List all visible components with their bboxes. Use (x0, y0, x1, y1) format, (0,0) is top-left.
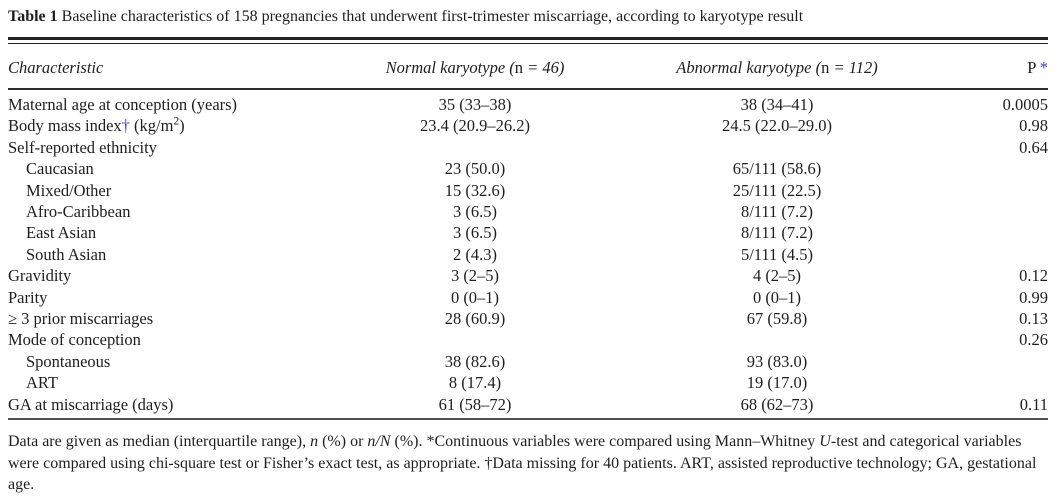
row-label: Parity (8, 287, 48, 307)
p-value: 0.98 (1019, 116, 1048, 136)
table-row: East Asian 3 (6.5) 8/111 (7.2) (8, 222, 1048, 243)
abnormal-karyotype-value (612, 137, 942, 158)
p-value (942, 180, 1048, 201)
row-label: South Asian (26, 244, 107, 264)
row-label: Mixed/Other (26, 180, 112, 200)
p-value (942, 351, 1048, 372)
normal-karyotype-value: 61 (58–72) (438, 394, 512, 414)
table-title: Table 1 Baseline characteristics of 158 … (8, 8, 804, 25)
table-row: Spontaneous 38 (82.6) 93 (83.0) (8, 351, 1048, 372)
table-row: Mixed/Other 15 (32.6) 25/111 (22.5) (8, 180, 1048, 201)
row-label: Gravidity (8, 266, 72, 286)
abnormal-karyotype-value: 0 (0–1) (752, 287, 802, 307)
p-value: 0.64 (1019, 137, 1048, 157)
normal-karyotype-value (338, 329, 612, 350)
normal-karyotype-value: 23.4 (20.9–26.2) (420, 116, 530, 136)
top-double-rule (8, 37, 1048, 44)
column-header-characteristic: Characteristic (8, 58, 104, 77)
table-row: Gravidity 3 (2–5) 4 (2–5) 0.12 (8, 265, 1048, 286)
p-value (942, 244, 1048, 265)
normal-karyotype-value: 2 (4.3) (453, 244, 497, 264)
normal-karyotype-value: 38 (82.6) (444, 351, 506, 371)
table-row: Afro-Caribbean 3 (6.5) 8/111 (7.2) (8, 201, 1048, 222)
abnormal-karyotype-value: 68 (62–73) (740, 394, 814, 414)
table-row: South Asian 2 (4.3) 5/111 (4.5) (8, 244, 1048, 265)
row-label: Afro-Caribbean (26, 202, 131, 222)
table-row: Parity 0 (0–1) 0 (0–1) 0.99 (8, 287, 1048, 308)
p-value: 0.12 (1019, 266, 1048, 286)
header-rule (8, 88, 1048, 90)
abnormal-karyotype-value: 19 (17.0) (746, 373, 808, 393)
abnormal-karyotype-value: 4 (2–5) (752, 266, 802, 286)
abnormal-karyotype-value: 24.5 (22.0–29.0) (722, 116, 832, 136)
p-value: 0.99 (1019, 287, 1048, 307)
table-header-row: Characteristic Normal karyotype (n = 46)… (8, 44, 1048, 88)
table-row: Mode of conception 0.26 (8, 329, 1048, 350)
row-label: ≥ 3 prior miscarriages (8, 309, 154, 329)
p-value: 0.0005 (1002, 95, 1048, 114)
row-label: Mode of conception (8, 330, 141, 350)
p-value (942, 222, 1048, 243)
column-header-normal-karyotype: Normal karyotype (n = 46) (385, 58, 565, 77)
abnormal-karyotype-value: 65/111 (58.6) (732, 159, 822, 179)
normal-karyotype-value: 0 (0–1) (450, 287, 500, 307)
normal-karyotype-value: 28 (60.9) (444, 309, 506, 329)
row-label: Body mass index† (kg/m2) (8, 115, 185, 136)
column-header-p-value: P * (1027, 58, 1048, 77)
normal-karyotype-value: 3 (6.5) (453, 202, 497, 222)
p-value (942, 158, 1048, 179)
p-value: 0.11 (1019, 394, 1048, 414)
row-label: Self-reported ethnicity (8, 137, 157, 157)
p-value (942, 201, 1048, 222)
normal-karyotype-value: 15 (32.6) (444, 180, 506, 200)
abnormal-karyotype-value: 25/111 (22.5) (732, 180, 822, 200)
row-label: Maternal age at conception (years) (8, 95, 238, 114)
p-value: 0.26 (1019, 330, 1048, 350)
table-row: ≥ 3 prior miscarriages 28 (60.9) 67 (59.… (8, 308, 1048, 329)
table-row: Caucasian 23 (50.0) 65/111 (58.6) (8, 158, 1048, 179)
abnormal-karyotype-value (612, 329, 942, 350)
normal-karyotype-value: 3 (6.5) (453, 223, 497, 243)
table-row: GA at miscarriage (days) 61 (58–72) 68 (… (8, 394, 1048, 415)
column-header-abnormal-karyotype: Abnormal karyotype (n = 112) (676, 58, 878, 77)
abnormal-karyotype-value: 67 (59.8) (746, 309, 808, 329)
abnormal-karyotype-value: 38 (34–41) (740, 95, 814, 114)
normal-karyotype-value (338, 137, 612, 158)
row-label: ART (26, 373, 59, 393)
row-label: East Asian (26, 223, 97, 243)
p-value: 0.13 (1019, 309, 1048, 329)
table-row: Maternal age at conception (years) 35 (3… (8, 94, 1048, 115)
abnormal-karyotype-value: 8/111 (7.2) (740, 223, 814, 243)
table-row: Self-reported ethnicity 0.64 (8, 137, 1048, 158)
table-row: Body mass index† (kg/m2) 23.4 (20.9–26.2… (8, 115, 1048, 136)
normal-karyotype-value: 23 (50.0) (444, 159, 506, 179)
abnormal-karyotype-value: 93 (83.0) (746, 351, 808, 371)
row-label: GA at miscarriage (days) (8, 394, 174, 414)
bottom-rule (8, 418, 1048, 421)
table-row: ART 8 (17.4) 19 (17.0) (8, 372, 1048, 393)
row-label: Caucasian (26, 159, 94, 179)
normal-karyotype-value: 3 (2–5) (450, 266, 500, 286)
normal-karyotype-value: 8 (17.4) (448, 373, 502, 393)
normal-karyotype-value: 35 (33–38) (438, 95, 512, 114)
p-value (942, 372, 1048, 393)
table-body: Maternal age at conception (years) 35 (3… (8, 90, 1048, 418)
row-label: Spontaneous (26, 351, 111, 371)
table-footnote: Data are given as median (interquartile … (8, 433, 1037, 494)
abnormal-karyotype-value: 5/111 (4.5) (740, 244, 814, 264)
abnormal-karyotype-value: 8/111 (7.2) (740, 202, 814, 222)
